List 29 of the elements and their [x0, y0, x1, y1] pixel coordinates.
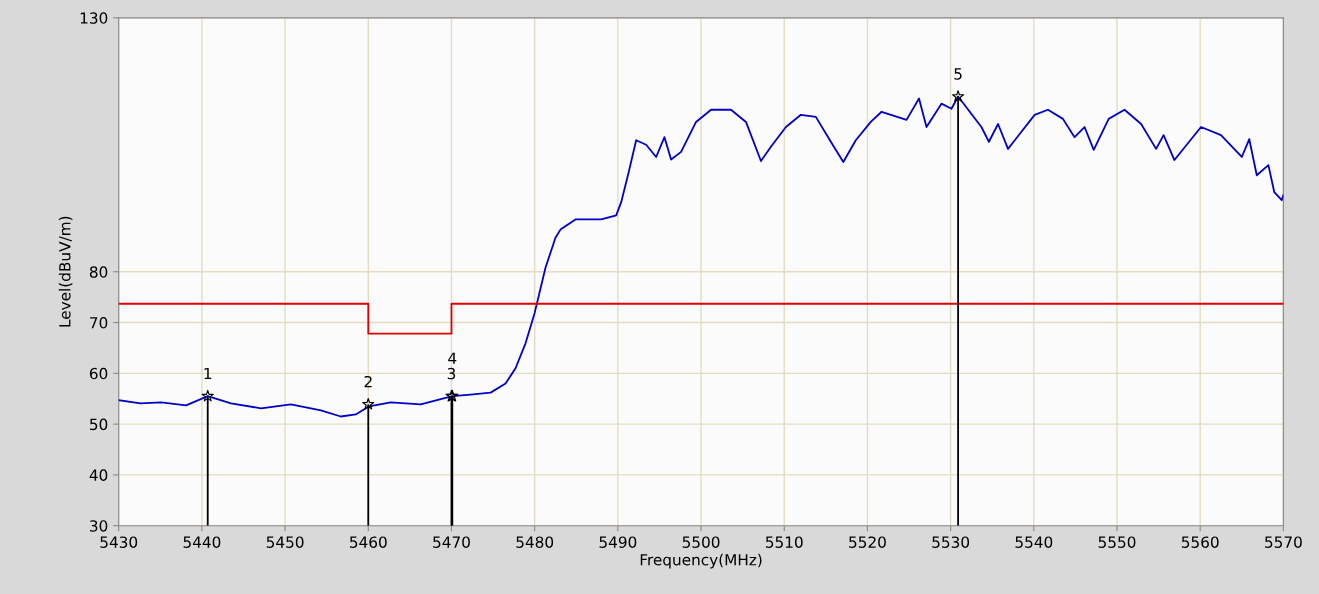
x-tick-label: 5550 — [1098, 536, 1136, 548]
x-tick-label: 5460 — [350, 536, 387, 548]
y-tick-label: 40 — [89, 469, 108, 481]
y-tick-label: 50 — [90, 418, 108, 431]
y-tick-label: 80 — [89, 266, 108, 278]
x-axis-title: Frequency(MHz) — [640, 553, 762, 569]
x-tick-label: 5450 — [266, 536, 304, 548]
x-tick-label: 5470 — [433, 536, 470, 548]
x-tick-label: 5480 — [516, 536, 554, 548]
x-tick-label: 5430 — [100, 536, 138, 548]
y-tick-label: 130 — [80, 12, 108, 24]
x-tick-label: 5500 — [682, 536, 720, 548]
x-tick-label: 5490 — [599, 536, 637, 548]
y-tick-label: 70 — [90, 317, 108, 329]
y-tick-label: 30 — [90, 520, 108, 532]
annotation: 4 — [448, 352, 457, 364]
x-tick-label: 5560 — [1181, 536, 1219, 548]
x-tick-label: 5540 — [1015, 536, 1053, 548]
annotation: 1 — [204, 367, 212, 380]
x-tick-label: 5440 — [183, 536, 221, 548]
x-tick-label: 5510 — [765, 536, 803, 548]
annotation: 3 — [447, 367, 456, 380]
annotation: 5 — [954, 68, 962, 80]
x-tick-label: 5520 — [849, 536, 886, 548]
annotation: 2 — [364, 375, 372, 388]
y-axis-title: Level(dBuV/m) — [58, 216, 73, 327]
x-tick-label: 5530 — [932, 536, 970, 548]
y-tick-label: 60 — [89, 367, 108, 380]
x-tick-label: 5570 — [1265, 536, 1302, 548]
